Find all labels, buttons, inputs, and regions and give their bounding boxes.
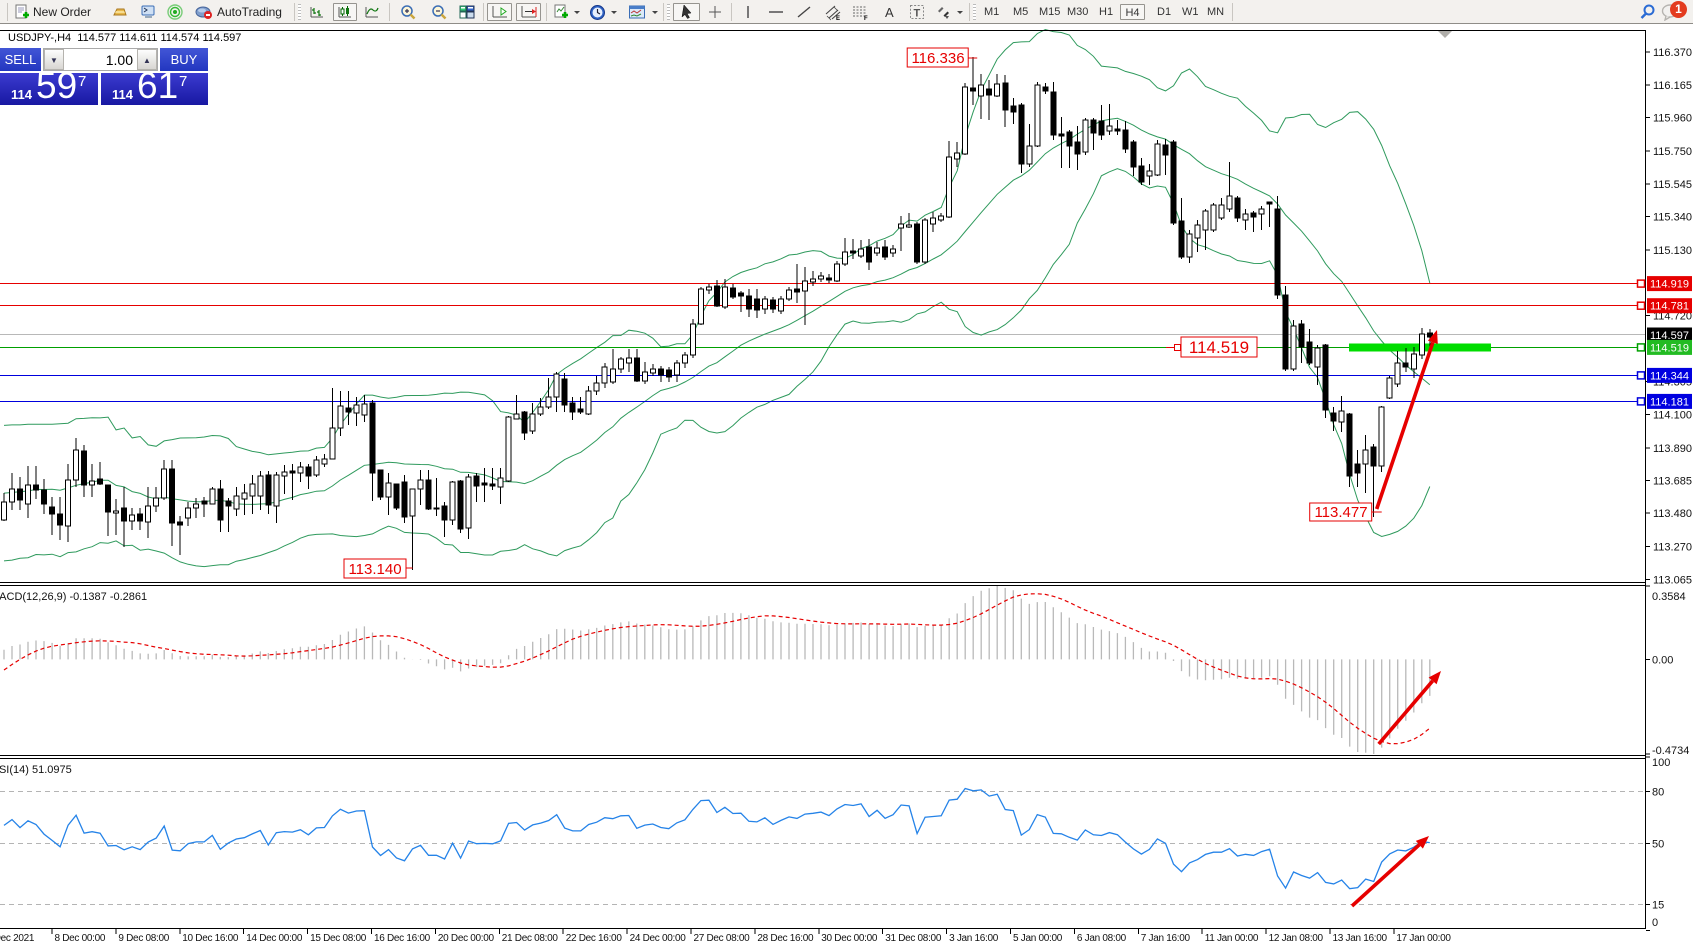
svg-text:114.519: 114.519: [1650, 342, 1689, 354]
svg-text:9 Dec 08:00: 9 Dec 08:00: [118, 933, 169, 944]
svg-text:113.477: 113.477: [1314, 504, 1367, 521]
svg-text:113.685: 113.685: [1653, 476, 1692, 488]
svg-text:113.270: 113.270: [1653, 542, 1692, 554]
svg-text:50: 50: [1652, 839, 1664, 851]
svg-text:24 Dec 00:00: 24 Dec 00:00: [630, 933, 687, 944]
svg-text:8 Dec 00:00: 8 Dec 00:00: [55, 933, 106, 944]
svg-text:A: A: [885, 5, 894, 20]
svg-text:21 Dec 08:00: 21 Dec 08:00: [502, 933, 559, 944]
svg-text:115.545: 115.545: [1653, 179, 1692, 191]
svg-text:7 Jan 16:00: 7 Jan 16:00: [1141, 933, 1191, 944]
svg-text:0.3584: 0.3584: [1652, 591, 1686, 603]
svg-text:14 Dec 00:00: 14 Dec 00:00: [246, 933, 303, 944]
svg-text:28 Dec 16:00: 28 Dec 16:00: [757, 933, 814, 944]
svg-text:15: 15: [1652, 899, 1664, 911]
svg-text:0.00: 0.00: [1652, 654, 1673, 666]
svg-text:12 Jan 08:00: 12 Jan 08:00: [1269, 933, 1324, 944]
svg-text:11 Jan 00:00: 11 Jan 00:00: [1205, 933, 1259, 944]
svg-text:30 Dec 00:00: 30 Dec 00:00: [821, 933, 878, 944]
svg-text:T: T: [914, 8, 921, 20]
svg-text:113.890: 113.890: [1653, 443, 1692, 455]
svg-text:114.344: 114.344: [1650, 370, 1689, 382]
svg-text:113.480: 113.480: [1653, 508, 1692, 520]
svg-text:114.720: 114.720: [1653, 310, 1692, 322]
svg-text:116.370: 116.370: [1653, 47, 1692, 59]
svg-text:MACD(12,26,9) -0.1387 -0.2861: MACD(12,26,9) -0.1387 -0.2861: [0, 591, 147, 603]
svg-text:115.960: 115.960: [1653, 113, 1692, 125]
svg-text:114.181: 114.181: [1650, 396, 1689, 408]
svg-text:116.165: 116.165: [1653, 80, 1692, 92]
svg-text:20 Dec 00:00: 20 Dec 00:00: [438, 933, 495, 944]
svg-text:31 Dec 08:00: 31 Dec 08:00: [885, 933, 942, 944]
svg-text:RSI(14) 51.0975: RSI(14) 51.0975: [0, 764, 72, 776]
svg-text:115.130: 115.130: [1653, 245, 1692, 257]
svg-text:114.519: 114.519: [1189, 338, 1249, 357]
svg-text:E: E: [836, 16, 840, 21]
svg-text:5 Jan 00:00: 5 Jan 00:00: [1013, 933, 1063, 944]
svg-text:114.100: 114.100: [1653, 409, 1692, 421]
svg-text:-0.4734: -0.4734: [1652, 745, 1689, 757]
svg-text:114.597: 114.597: [1650, 330, 1689, 342]
svg-text:114.781: 114.781: [1650, 301, 1689, 313]
svg-text:17 Jan 00:00: 17 Jan 00:00: [1396, 933, 1451, 944]
svg-text:115.750: 115.750: [1653, 146, 1692, 158]
svg-text:6 Jan 08:00: 6 Jan 08:00: [1077, 933, 1127, 944]
svg-text:116.336: 116.336: [911, 50, 964, 67]
svg-text:113.065: 113.065: [1653, 574, 1692, 586]
svg-text:80: 80: [1652, 787, 1664, 799]
svg-text:10 Dec 16:00: 10 Dec 16:00: [182, 933, 239, 944]
svg-text:3 Jan 16:00: 3 Jan 16:00: [949, 933, 999, 944]
svg-text:114.919: 114.919: [1650, 279, 1689, 291]
svg-text:115.340: 115.340: [1653, 212, 1692, 224]
svg-text:0: 0: [1652, 917, 1658, 929]
svg-text:15 Dec 08:00: 15 Dec 08:00: [310, 933, 367, 944]
svg-text:113.140: 113.140: [348, 561, 401, 578]
svg-text:7 Dec 2021: 7 Dec 2021: [0, 933, 35, 944]
svg-text:13 Jan 16:00: 13 Jan 16:00: [1333, 933, 1388, 944]
svg-text:27 Dec 08:00: 27 Dec 08:00: [694, 933, 751, 944]
svg-text:100: 100: [1652, 757, 1670, 769]
svg-text:F: F: [864, 16, 868, 21]
svg-text:16 Dec 16:00: 16 Dec 16:00: [374, 933, 431, 944]
svg-text:22 Dec 16:00: 22 Dec 16:00: [566, 933, 623, 944]
